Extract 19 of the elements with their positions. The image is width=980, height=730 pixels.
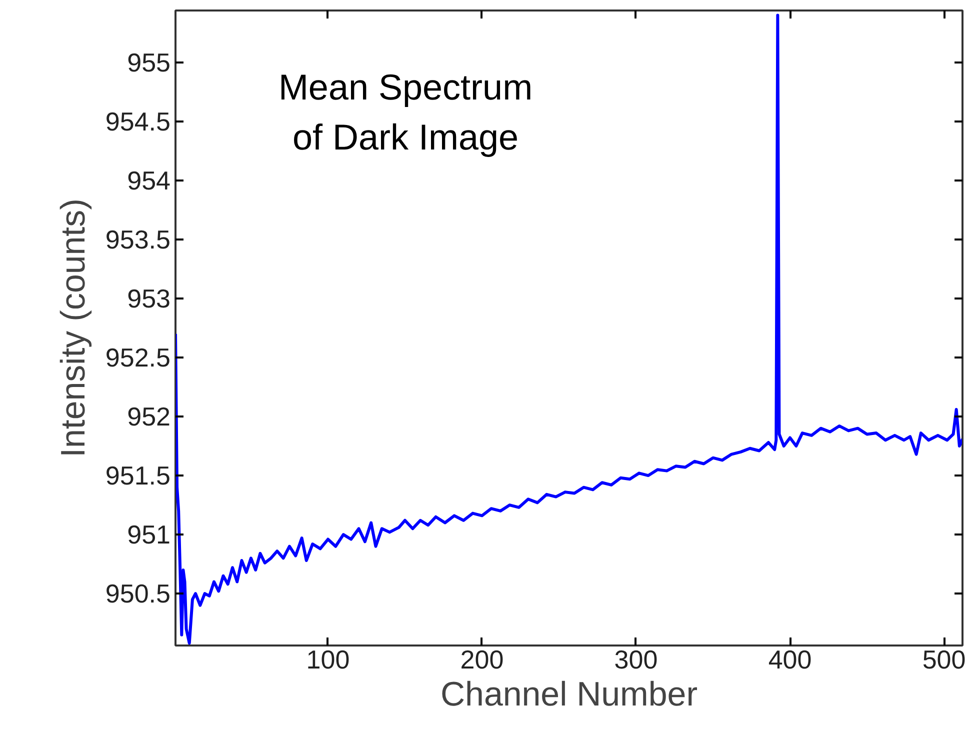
y-tick-label: 955 xyxy=(127,47,171,78)
text: Mean Spectrum of Dark Image xyxy=(278,66,533,158)
x-tick-label: 400 xyxy=(768,644,812,674)
x-tick-label: 300 xyxy=(614,644,658,674)
y-tick-label: 954.5 xyxy=(105,106,171,136)
y-tick-label: 950.5 xyxy=(105,578,171,609)
x-tick-label: 100 xyxy=(306,644,350,674)
y-tick-label: 952 xyxy=(127,402,171,432)
y-tick-label: 953.5 xyxy=(105,224,171,254)
y-axis-title: Intensity (counts) xyxy=(54,198,92,458)
y-tick-label: 952.5 xyxy=(105,342,171,373)
y-tick-label: 953 xyxy=(127,283,171,314)
x-tick-label: 500 xyxy=(922,644,966,674)
y-tick-label: 954 xyxy=(127,165,171,196)
line-series xyxy=(176,14,962,645)
y-tick-label: 951.5 xyxy=(105,460,171,491)
y-tick-label: 951 xyxy=(127,520,171,550)
x-tick-label: 200 xyxy=(460,644,504,674)
x-axis-title: Channel Number xyxy=(440,676,698,714)
